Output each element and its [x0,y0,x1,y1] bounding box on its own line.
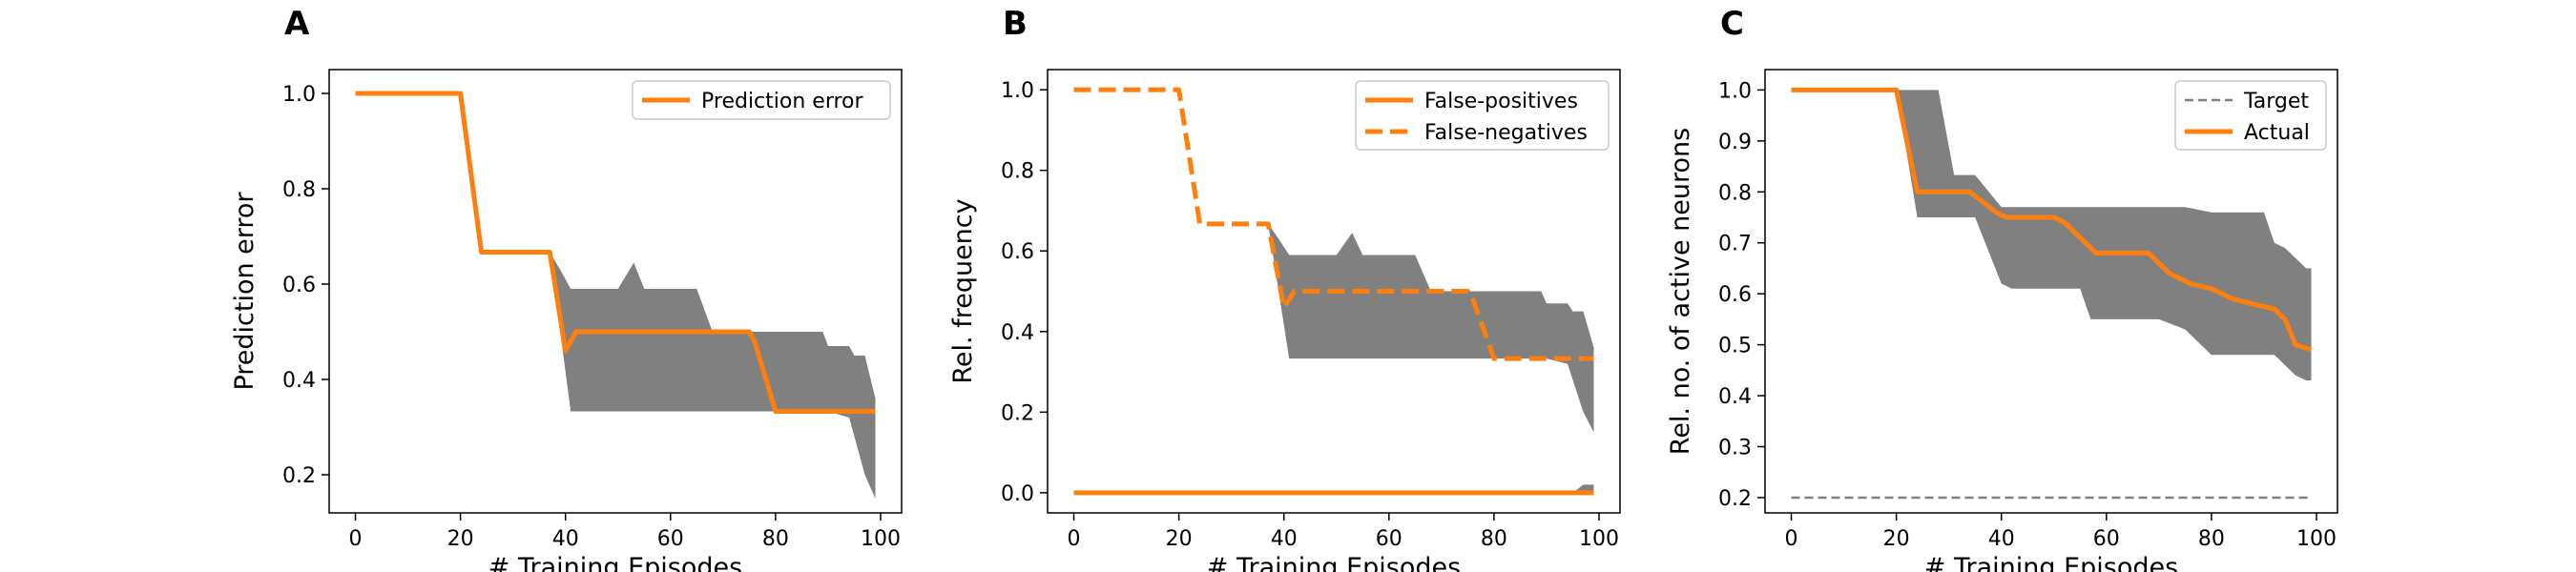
confidence-band [1896,90,2312,381]
plot-area [1073,87,1594,496]
legend: False-positives False-negatives [1355,80,1610,151]
y-axis-label: Rel. frequency [948,198,978,383]
series-line-false-negatives [1073,87,1594,361]
x-tick-label: 80 [1481,527,1507,551]
y-tick-label: 0.4 [282,369,316,393]
y-tick-label: 0.7 [1718,233,1752,256]
plot-area [355,91,876,499]
x-tick-label: 80 [2198,527,2225,551]
x-tick-label: 40 [1271,527,1298,551]
axes-frame [1764,69,2338,514]
panel-letter: B [1003,5,1028,43]
x-tick-label: 100 [2296,527,2337,551]
plot-area [1791,87,2313,500]
x-tick-label: 20 [447,527,474,551]
legend-label: False-positives [1424,90,1578,113]
y-tick-label: 0.5 [1718,335,1752,358]
axes-frame [328,69,903,514]
y-tick-label: 0.2 [282,464,316,488]
y-tick-label: 0.2 [1718,487,1752,511]
x-tick-label: 20 [1883,527,1910,551]
confidence-band [1268,223,1594,433]
x-tick-label: 60 [2093,527,2120,551]
x-tick-label: 0 [1068,527,1081,551]
x-tick-label: 100 [861,527,901,551]
y-tick-label: 0.6 [282,274,316,297]
y-tick-label: 0.4 [1001,321,1034,345]
y-axis-label: Rel. no. of active neurons [1666,128,1695,455]
x-tick-label: 0 [1785,527,1798,551]
x-tick-label: 40 [552,527,579,551]
series-line-actual [1791,87,2313,353]
x-axis-label: # Training Episodes [1924,553,2178,572]
x-tick-label: 100 [1579,527,1619,551]
y-tick-label: 1.0 [1001,79,1034,103]
panel-letter: C [1720,5,1744,43]
x-tick-label: 80 [762,527,789,551]
legend-box [1355,80,1610,151]
y-tick-label: 0.2 [1001,401,1034,425]
legend: Target Actual [2174,80,2327,151]
y-tick-label: 0.6 [1718,283,1752,307]
y-tick-label: 0.0 [1001,482,1034,506]
panel-a: 0 20 40 60 80 100 0.2 0.4 0.6 0.8 1.0 # Training Ep… [230,5,903,572]
y-axis-label: Prediction error [230,192,260,391]
legend-label: Prediction error [701,90,863,113]
y-tick-label: 0.9 [1718,131,1752,154]
y-tick-label: 0.6 [1001,240,1034,264]
confidence-band [550,252,876,499]
panel-b: 0 20 40 60 80 100 0.0 0.2 0.4 0.6 0.8 1.0 # Training… [948,5,1621,572]
y-tick-label: 0.8 [1001,160,1034,184]
x-tick-label: 40 [1988,527,2015,551]
x-tick-label: 20 [1166,527,1193,551]
legend-label: Actual [2244,121,2310,145]
x-axis-label: # Training Episodes [488,553,742,572]
x-tick-label: 60 [1376,527,1402,551]
series-line-prediction-error [355,91,876,414]
x-tick-label: 0 [349,527,363,551]
legend: Prediction error [632,80,891,120]
y-tick-label: 0.4 [1718,385,1752,409]
y-tick-label: 0.8 [282,178,316,202]
y-tick-label: 1.0 [1718,79,1752,103]
y-tick-label: 0.3 [1718,437,1752,460]
axes-frame [1047,69,1621,514]
y-tick-label: 1.0 [282,83,316,107]
x-tick-label: 60 [657,527,684,551]
legend-label: Target [2243,90,2309,113]
legend-box [632,80,891,120]
y-tick-label: 0.8 [1718,181,1752,205]
x-axis-label: # Training Episodes [1207,553,1461,572]
legend-label: False-negatives [1424,121,1588,145]
panel-letter: A [284,5,310,43]
panel-c: 0 20 40 60 80 100 0.2 0.3 0.4 0.5 0.6 0.7 0.8 0.9 1.0 #… [1666,5,2338,572]
